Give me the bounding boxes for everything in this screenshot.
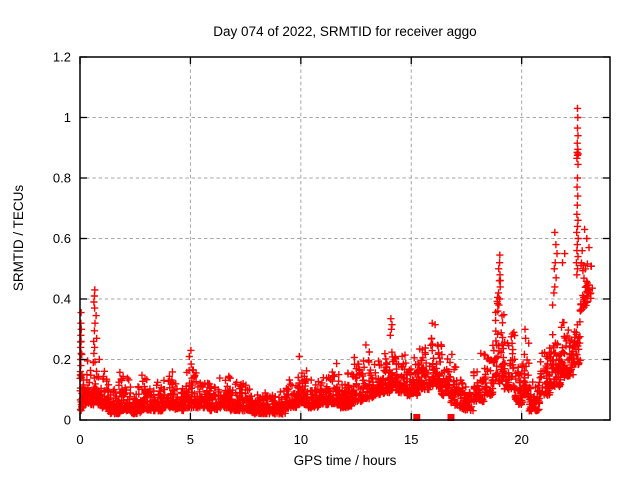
x-tick-label: 10 xyxy=(294,432,308,447)
frame-layer xyxy=(79,56,611,421)
grid-layer xyxy=(80,57,610,420)
baseline-flag-marker xyxy=(413,414,421,421)
x-axis-label: GPS time / hours xyxy=(294,453,397,468)
y-tick-label: 0.4 xyxy=(53,292,71,307)
tick-label-layer: 0 5 10 15 20 0 0.2 0.4 0.6 0.8 1 1.2 xyxy=(53,50,529,448)
x-tick-label: 5 xyxy=(187,432,194,447)
plot-frame xyxy=(79,56,611,421)
y-tick-label: 0.8 xyxy=(53,171,71,186)
data-points-srmtid xyxy=(76,104,596,418)
y-axis-label: SRMTID / TECUs xyxy=(11,185,26,292)
data-layer xyxy=(76,104,596,421)
chart-title: Day 074 of 2022, SRMTID for receiver agg… xyxy=(213,24,476,39)
y-tick-label: 1.2 xyxy=(53,50,71,65)
x-tick-label: 20 xyxy=(514,432,528,447)
y-tick-label: 1 xyxy=(64,110,71,125)
x-tick-label: 0 xyxy=(76,432,83,447)
y-tick-label: 0.2 xyxy=(53,352,71,367)
x-tick-label: 15 xyxy=(404,432,418,447)
y-tick-label: 0.6 xyxy=(53,231,71,246)
y-tick-label: 0 xyxy=(64,413,71,428)
baseline-flag-marker xyxy=(447,414,455,421)
